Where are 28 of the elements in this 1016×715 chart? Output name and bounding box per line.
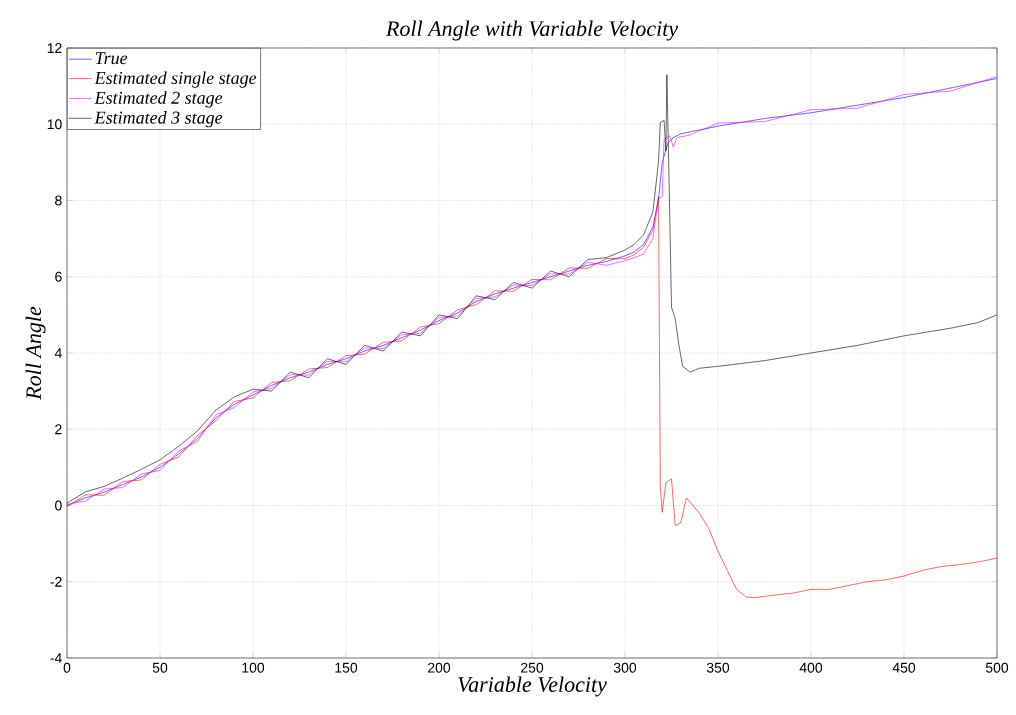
legend-label: Estimated 3 stage <box>94 111 223 128</box>
x-tick-label: 450 <box>892 662 916 673</box>
y-axis-title: Roll Angle <box>25 306 46 400</box>
y-tick-label: 8 <box>55 195 62 206</box>
x-tick-label: 500 <box>985 662 1009 673</box>
x-tick-label: 200 <box>428 662 451 673</box>
x-axis-title: Variable Velocity <box>458 676 607 697</box>
x-tick-label: 250 <box>521 662 544 673</box>
x-tick-label: 150 <box>335 662 358 673</box>
y-tick-label: 6 <box>55 271 62 282</box>
legend-label: Estimated single stage <box>94 71 257 88</box>
chart-title: Roll Angle with Variable Velocity <box>385 20 679 41</box>
y-tick-label: 4 <box>54 348 62 358</box>
line-series <box>67 196 998 599</box>
y-tick-label: 0 <box>55 500 62 511</box>
x-tick-label: 100 <box>242 662 265 673</box>
y-tick-label: 10 <box>47 119 62 130</box>
x-tick-label: 50 <box>152 662 168 673</box>
legend-label: True <box>95 52 128 65</box>
legend-label: Estimated 2 stage <box>94 91 223 108</box>
x-tick-label: 300 <box>613 662 637 673</box>
y-tick-label: 12 <box>47 43 62 53</box>
y-tick-label: -4 <box>50 653 62 663</box>
y-tick-label: -2 <box>50 576 62 587</box>
y-tick-label: 2 <box>55 424 62 435</box>
x-tick-label: 0 <box>63 662 71 673</box>
x-tick-label: 400 <box>799 662 823 673</box>
x-tick-label: 350 <box>706 662 730 673</box>
